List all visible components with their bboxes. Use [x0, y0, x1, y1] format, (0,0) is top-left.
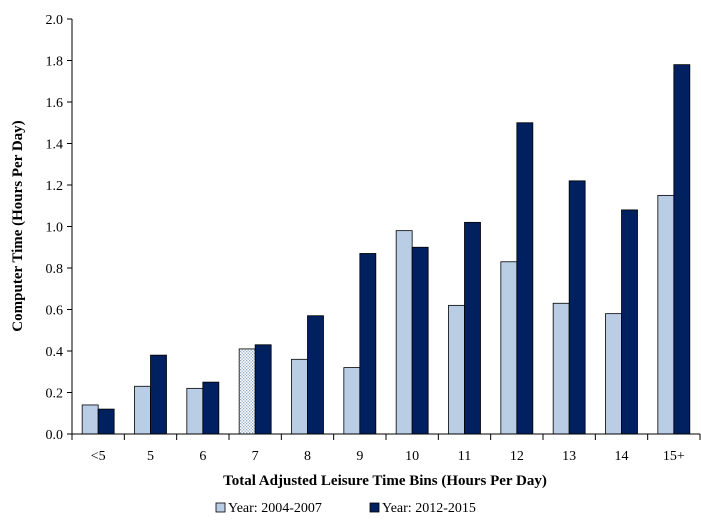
- bar-series-2-9: [359, 253, 377, 435]
- bar-series-1-7: [238, 348, 256, 435]
- x-axis-title: Total Adjusted Leisure Time Bins (Hours …: [223, 473, 547, 489]
- legend-swatch: [369, 502, 380, 513]
- bar-series-1-15+: [657, 194, 675, 435]
- bar-series-1-14: [605, 313, 622, 435]
- x-tick-label: 10: [405, 449, 419, 464]
- x-axis: <5 5 6 7 8 9 10 11 12 13 14 15+: [71, 433, 701, 464]
- bar-series-1-6: [186, 387, 204, 435]
- y-tick-label: 1.8: [46, 55, 64, 70]
- x-tick-label: 9: [356, 449, 363, 464]
- bar-series-1-<5: [81, 404, 99, 435]
- bar-series-2-5: [150, 354, 167, 435]
- y-tick-label: 0.6: [46, 304, 64, 319]
- legend-item-series-2: Year: 2012-2015: [369, 501, 476, 516]
- y-axis: 0.0 0.2 0.4 0.6 0.8 1.0 1.2 1.4 1.6 1.8 2.0: [46, 13, 73, 443]
- y-tick-label: 0.0: [46, 428, 64, 443]
- bar-series-2-7: [254, 344, 272, 435]
- bar-series-2-15+: [673, 64, 691, 435]
- legend-label: Year: 2004-2007: [228, 501, 322, 516]
- y-axis-title: Computer Time (Hours Per Day): [10, 120, 26, 331]
- legend-swatch: [215, 502, 226, 513]
- x-tick-label: 13: [562, 449, 576, 464]
- bar-series-2-13: [568, 180, 586, 435]
- x-tick-label: 11: [458, 449, 471, 464]
- bar-series-2-8: [307, 315, 324, 435]
- legend-label: Year: 2012-2015: [382, 501, 476, 516]
- x-tick-label: 12: [510, 449, 524, 464]
- legend-item-series-1: Year: 2004-2007: [215, 501, 322, 516]
- y-tick-label: 2.0: [46, 13, 64, 28]
- bar-series-2-12: [516, 122, 534, 435]
- bar-series-1-11: [448, 304, 465, 435]
- y-tick-label: 0.4: [46, 345, 64, 360]
- x-tick-label: <5: [91, 449, 106, 464]
- x-tick-label: 6: [199, 449, 206, 464]
- bar-series-1-8: [291, 358, 308, 435]
- bar-series-1-5: [134, 385, 151, 435]
- y-tick-label: 0.2: [46, 387, 64, 402]
- y-tick-label: 0.8: [46, 262, 64, 277]
- x-tick-label: 15+: [663, 449, 685, 464]
- plot-area: [81, 64, 691, 435]
- legend: Year: 2004-2007 Year: 2012-2015: [215, 501, 476, 516]
- bar-series-1-12: [500, 261, 518, 435]
- y-tick-label: 1.6: [46, 96, 64, 111]
- y-tick-label: 1.0: [46, 221, 64, 236]
- x-tick-label: 8: [304, 449, 311, 464]
- x-tick-label: 7: [252, 449, 259, 464]
- bar-series-1-13: [552, 302, 570, 435]
- bar-series-2-6: [202, 381, 220, 435]
- y-tick-label: 1.2: [46, 179, 64, 194]
- bar-series-1-10: [395, 230, 413, 435]
- bar-series-2-10: [411, 246, 429, 435]
- bar-series-2-<5: [97, 408, 115, 435]
- bar-series-2-11: [464, 221, 481, 435]
- x-tick-label: 5: [147, 449, 154, 464]
- bar-series-1-9: [343, 367, 361, 435]
- x-tick-label: 14: [615, 449, 629, 464]
- bar-series-2-14: [621, 209, 638, 435]
- y-tick-label: 1.4: [46, 138, 64, 153]
